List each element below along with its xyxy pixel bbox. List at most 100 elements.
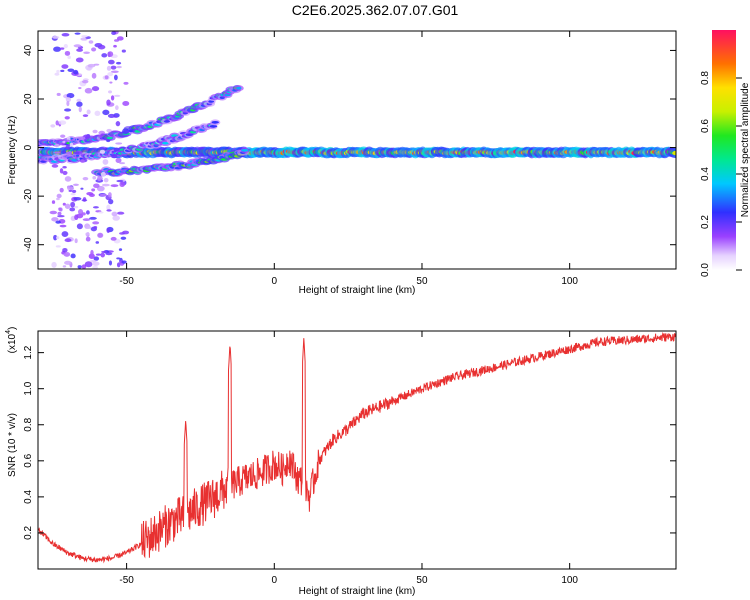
spectral-point	[107, 51, 114, 58]
colorbar-tick-label: 0.2	[700, 215, 711, 229]
spectral-point	[73, 69, 79, 75]
spectral-point	[108, 199, 114, 205]
spectral-point	[113, 44, 117, 48]
snr-ytick-label: 1.2	[23, 345, 34, 359]
spectral-point	[80, 159, 85, 163]
spectral-point	[82, 176, 89, 181]
spectral-point	[60, 134, 66, 138]
colorbar-label: Normalized spectral amplitude	[740, 82, 750, 217]
spectral-point	[107, 72, 114, 77]
spectral-point	[64, 203, 71, 209]
spectral-point	[55, 236, 60, 240]
spectrogram-ytick-label: 20	[23, 93, 34, 105]
spectral-point	[84, 87, 93, 94]
spectrogram-ylabel: Frequency (Hz)	[7, 116, 18, 185]
spectral-point	[70, 201, 76, 208]
spectral-point	[70, 253, 76, 259]
colorbar: 0.0 0.2 0.4 0.6 0.8 Normalized spectral ampl…	[700, 30, 750, 277]
spectral-point	[100, 133, 105, 137]
spectral-point	[64, 260, 72, 265]
spectral-point	[81, 35, 88, 38]
spectral-point	[97, 44, 106, 50]
spectrogram-panel: -50 0 50 100 -40 -20 0 20 40 Height of straight …	[7, 30, 677, 296]
spectral-point	[56, 215, 65, 218]
spectral-point	[59, 187, 64, 193]
spectral-point	[109, 81, 113, 84]
spectral-point	[55, 220, 61, 224]
spectral-point	[111, 154, 118, 159]
spectral-point	[88, 253, 95, 259]
spectral-point	[103, 178, 109, 183]
spectral-point	[119, 181, 125, 188]
spectral-point	[73, 151, 80, 155]
spectral-point	[105, 252, 113, 256]
spectral-point	[85, 232, 90, 236]
spectral-point	[80, 187, 84, 190]
spectral-point	[236, 86, 242, 90]
spectral-point	[76, 101, 83, 107]
spectral-point	[81, 199, 88, 202]
spectral-point	[91, 86, 100, 92]
spectral-point	[111, 31, 117, 35]
spectral-point	[110, 95, 115, 101]
spectral-point	[116, 36, 124, 41]
spectral-point	[86, 225, 92, 229]
spectral-point	[115, 157, 122, 163]
spectral-point	[50, 124, 56, 128]
spectral-point	[61, 150, 67, 154]
snr-scale-exponent: 4	[5, 330, 12, 334]
spectral-point	[241, 148, 249, 152]
spectral-point	[122, 128, 130, 135]
snr-ytick-label: 0.8	[23, 417, 34, 431]
spectral-point	[51, 261, 57, 268]
spectral-point	[97, 233, 103, 238]
spectral-point	[55, 120, 59, 126]
spectral-point	[92, 129, 98, 134]
spectral-point	[61, 64, 69, 69]
spectral-point	[56, 69, 60, 74]
spectral-point	[90, 249, 94, 256]
spectral-point	[106, 128, 112, 133]
spectrogram-marks	[38, 31, 676, 269]
spectral-point	[117, 211, 125, 215]
spectral-point	[107, 192, 112, 198]
spectrogram-xtick-label: 100	[561, 276, 578, 287]
spectral-point	[93, 183, 100, 189]
spectral-point	[60, 47, 65, 50]
spectrogram-ytick-label: 0	[23, 144, 34, 150]
spectral-point	[107, 113, 116, 119]
spectral-point	[59, 224, 67, 228]
snr-ylabel: SNR (10 * v/v)	[7, 413, 18, 477]
spectral-point	[73, 44, 82, 48]
colorbar-ticks: 0.0 0.2 0.4 0.6 0.8	[700, 71, 742, 277]
chart-title: C2E6.2025.362.07.07.G01	[292, 2, 459, 18]
spectral-point	[78, 106, 82, 113]
spectral-point	[97, 177, 102, 182]
spectral-point	[91, 188, 96, 192]
colorbar-tick-label: 0.8	[700, 71, 711, 85]
spectral-point	[62, 202, 66, 206]
spectral-point	[84, 261, 93, 268]
spectral-point	[76, 48, 83, 52]
spectral-point	[112, 215, 120, 221]
spectral-point	[209, 124, 218, 128]
spectrogram-frame	[37, 30, 677, 270]
spectral-point	[95, 253, 102, 256]
colorbar-tick-label: 0.0	[700, 263, 711, 277]
spectral-feature-lower-branch	[91, 147, 249, 177]
spectral-point	[67, 55, 71, 60]
spectral-point	[163, 120, 171, 123]
spectral-point	[64, 238, 72, 243]
spectral-point	[122, 230, 130, 235]
spectral-point	[101, 250, 108, 253]
spectral-point	[65, 144, 70, 150]
spectral-point	[99, 193, 108, 197]
spectral-point	[55, 245, 61, 248]
spectral-point	[59, 168, 64, 174]
spectral-point	[121, 49, 126, 53]
snr-axes: -50 0 50 100 0.2 0.4 0.6 0.8 1.0 1.2	[23, 331, 676, 586]
spectral-point	[111, 70, 119, 74]
spectral-point	[86, 109, 91, 115]
spectral-point	[62, 170, 68, 175]
